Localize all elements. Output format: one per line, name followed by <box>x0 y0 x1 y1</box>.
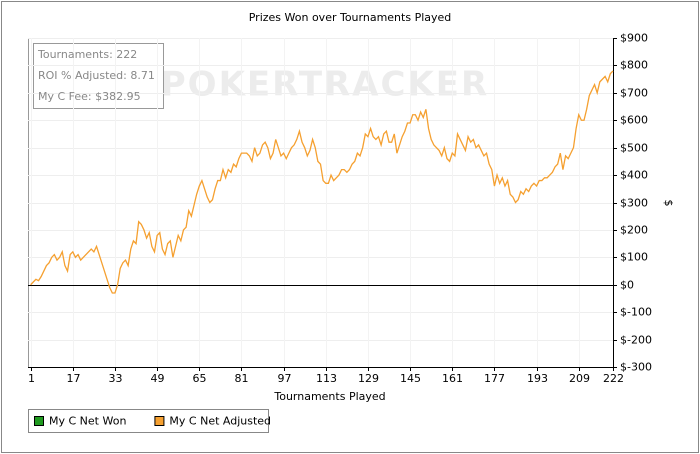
legend-label: My C Net Won <box>49 415 126 428</box>
x-tick-label: 222 <box>603 372 624 385</box>
y-tick-label: $600 <box>620 114 648 127</box>
y-tick-label: $300 <box>620 197 648 210</box>
y-tick-label: $-300 <box>620 361 652 374</box>
y-tick-label: $100 <box>620 251 648 264</box>
x-tick-label: 1 <box>28 372 35 385</box>
x-tick-label: 177 <box>484 372 505 385</box>
x-tick-label: 65 <box>193 372 207 385</box>
x-axis-label: Tournaments Played <box>273 390 385 403</box>
x-tick-label: 161 <box>442 372 463 385</box>
x-tick-label: 193 <box>527 372 548 385</box>
info-text: ROI % Adjusted: 8.71 <box>38 69 155 82</box>
x-tick-label: 145 <box>400 372 421 385</box>
x-tick-label: 209 <box>569 372 590 385</box>
info-box <box>33 43 164 109</box>
x-tick-label: 33 <box>109 372 123 385</box>
y-tick-label: $500 <box>620 142 648 155</box>
y-tick-label: $200 <box>620 224 648 237</box>
y-tick-label: $800 <box>620 59 648 72</box>
x-tick-label: 97 <box>278 372 292 385</box>
watermark: POKERTRACKER <box>161 65 489 105</box>
legend <box>28 409 269 433</box>
y-tick-label: $-100 <box>620 306 652 319</box>
x-tick-label: 113 <box>316 372 337 385</box>
y-tick-label: $400 <box>620 169 648 182</box>
y-tick-label: $700 <box>620 87 648 100</box>
y-tick-label: $900 <box>620 32 648 45</box>
x-tick-label: 129 <box>358 372 379 385</box>
series-line <box>30 70 614 294</box>
y-tick-label: $-200 <box>620 334 652 347</box>
chart-title: Prizes Won over Tournaments Played <box>249 11 452 24</box>
x-tick-label: 81 <box>235 372 249 385</box>
x-tick-label: 17 <box>67 372 81 385</box>
legend-swatch <box>34 416 44 426</box>
info-text: My C Fee: $382.95 <box>38 90 141 103</box>
y-tick-label: $0 <box>620 279 634 292</box>
y-axis-label: $ <box>662 200 675 207</box>
info-text: Tournaments: 222 <box>37 48 137 61</box>
legend-swatch <box>154 416 165 426</box>
x-tick-label: 49 <box>151 372 165 385</box>
legend-label: My C Net Adjusted <box>169 415 271 428</box>
